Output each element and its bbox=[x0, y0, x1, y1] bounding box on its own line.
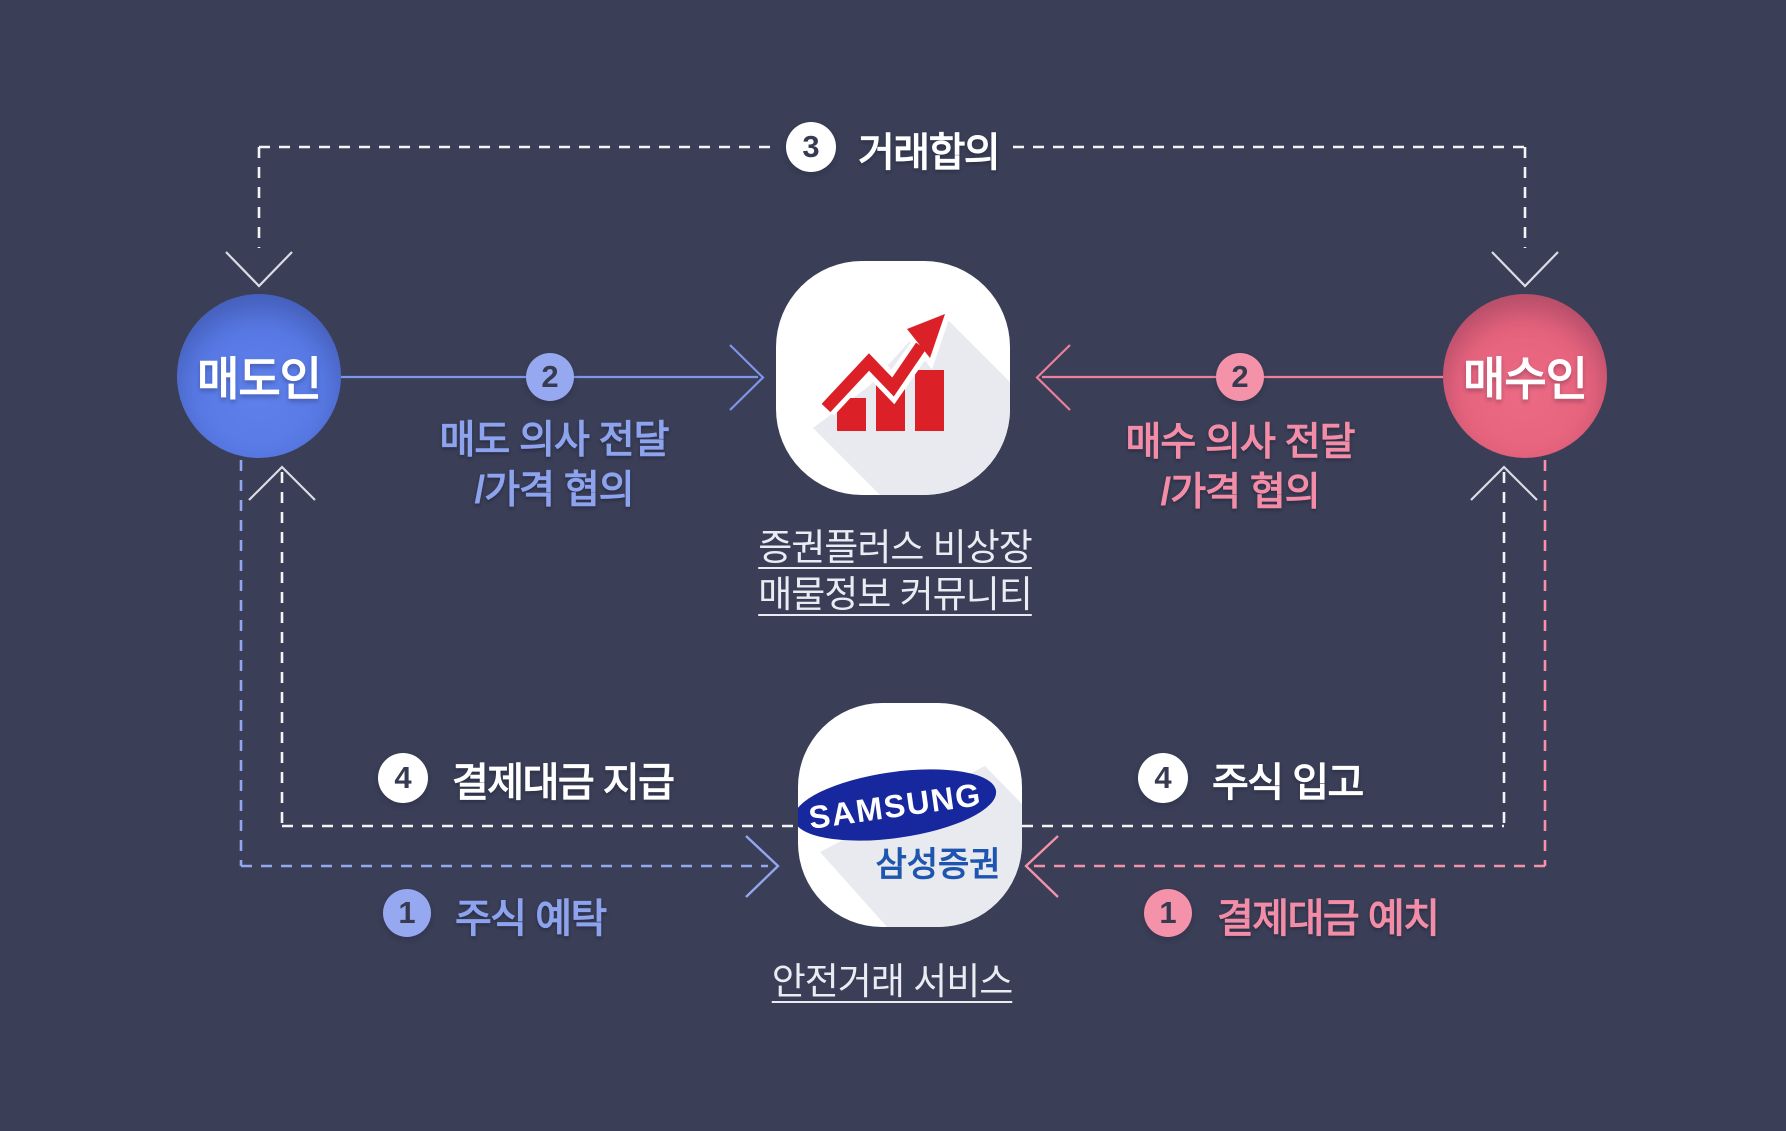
step3-number: 3 bbox=[802, 129, 820, 164]
step2-buy-line1: 매수 의사 전달 bbox=[1125, 421, 1356, 464]
flow4-arrowheads bbox=[248, 465, 1538, 501]
flow1-money-deposit-arrowhead bbox=[1024, 835, 1059, 898]
step4-pay-label: 결제대금 지급 bbox=[452, 761, 675, 805]
samsung-logo-icon: SAMSUNG 삼성증권 bbox=[798, 703, 1022, 927]
step1-money-badge: 1 bbox=[1144, 889, 1192, 937]
flow3-agreement-lines bbox=[257, 145, 1527, 248]
step3-badge: 3 bbox=[786, 122, 836, 172]
buyer-label: 매수인 bbox=[1463, 353, 1588, 405]
stock-chart-icon bbox=[776, 261, 1010, 495]
platform-app-icon bbox=[773, 258, 1013, 498]
samsung-securities-icon: SAMSUNG 삼성증권 bbox=[795, 700, 1025, 930]
flow1-money-deposit-line bbox=[1034, 460, 1547, 868]
step2-sell-badge: 2 bbox=[526, 353, 574, 401]
step2-buy-badge: 2 bbox=[1216, 353, 1264, 401]
service-caption: 안전거래 서비스 bbox=[771, 958, 1014, 1005]
step4-pay-number: 4 bbox=[394, 760, 412, 795]
step2-sell-line2: /가격 협의 bbox=[474, 469, 634, 512]
service-caption-line: 안전거래 서비스 bbox=[771, 961, 1014, 1002]
platform-caption-line2: 매물정보 커뮤니티 bbox=[758, 574, 1033, 615]
step2-buy-line2: /가격 협의 bbox=[1160, 471, 1320, 514]
step2-sell-line1: 매도 의사 전달 bbox=[439, 419, 670, 462]
buyer-circle: 매수인 bbox=[1443, 294, 1607, 458]
step1-money-label: 결제대금 예치 bbox=[1217, 897, 1440, 941]
step1-stock-number: 1 bbox=[398, 895, 416, 930]
flow1-stock-deposit-line bbox=[239, 460, 768, 868]
step4-stock-badge: 4 bbox=[1138, 753, 1188, 803]
platform-caption-line1: 증권플러스 비상장 bbox=[758, 527, 1033, 568]
platform-caption: 증권플러스 비상장 매물정보 커뮤니티 bbox=[758, 524, 1033, 618]
step3-label: 거래합의 bbox=[858, 131, 1001, 175]
step1-money-number: 1 bbox=[1159, 895, 1177, 930]
seller-circle: 매도인 bbox=[177, 294, 341, 458]
seller-label: 매도인 bbox=[197, 353, 322, 405]
step4-stock-number: 4 bbox=[1154, 760, 1172, 795]
step2-sell-number: 2 bbox=[541, 359, 559, 394]
step4-stock-label: 주식 입고 bbox=[1212, 761, 1364, 805]
flow3-arrowheads bbox=[225, 251, 1559, 288]
step2-sell-label: 매도 의사 전달 /가격 협의 bbox=[439, 416, 670, 516]
step4-pay-badge: 4 bbox=[378, 753, 428, 803]
step2-buy-number: 2 bbox=[1231, 359, 1249, 394]
samsung-brand-text: 삼성증권 bbox=[875, 846, 1000, 884]
step1-stock-badge: 1 bbox=[383, 889, 431, 937]
step1-stock-label: 주식 예탁 bbox=[455, 897, 607, 941]
step2-buy-label: 매수 의사 전달 /가격 협의 bbox=[1125, 418, 1356, 518]
flow1-stock-deposit-arrowhead bbox=[745, 835, 780, 898]
